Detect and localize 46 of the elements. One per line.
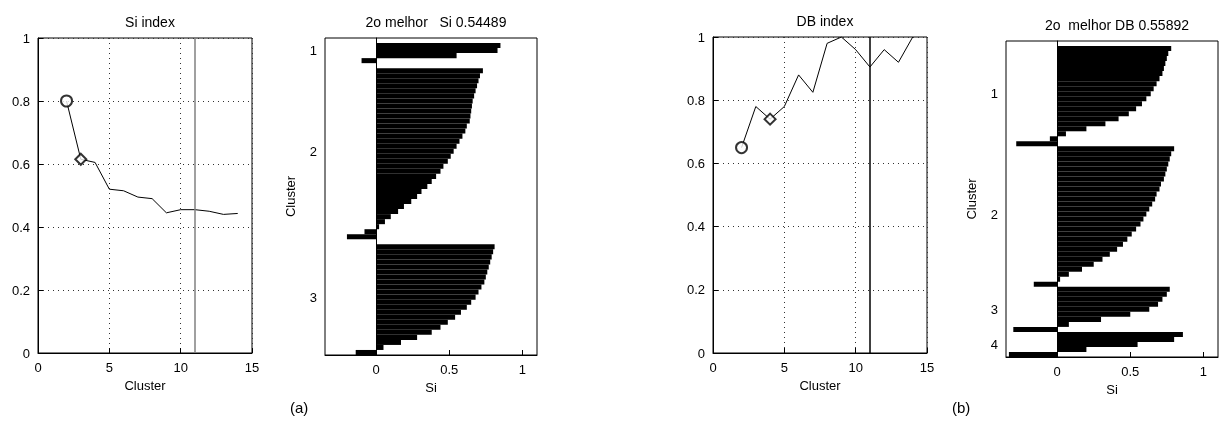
y-tick-label: 1	[309, 43, 317, 59]
y-tick-label: 0.2	[11, 282, 30, 298]
x-axis-title: Cluster	[799, 377, 842, 393]
x-tick-label: 0	[34, 360, 42, 375]
x-tick-label: 0.5	[440, 362, 459, 377]
x-tick-label: 5	[780, 360, 788, 375]
x-axis-title: Si	[425, 379, 437, 395]
x-tick-label: 15	[919, 360, 935, 375]
y-tick-label: 0.6	[686, 155, 705, 171]
y-tick-label: 0.4	[11, 219, 30, 235]
x-axis-title: Si	[1106, 381, 1118, 397]
chart-title: Si index	[125, 14, 175, 30]
y-tick-label: 1	[22, 30, 30, 46]
x-tick-label: 1	[518, 362, 526, 377]
y-tick-label: 1	[990, 86, 998, 102]
chart-title: DB index	[796, 13, 854, 29]
y-tick-label: 0.2	[686, 282, 705, 298]
text: (a)	[290, 399, 309, 416]
x-tick-label: 0	[709, 360, 717, 375]
x-axis-title: Cluster	[124, 377, 167, 393]
x-tick-label: 5	[105, 360, 113, 375]
y-tick-label: 0.8	[11, 93, 30, 109]
y-tick-label: 4	[990, 336, 998, 352]
bar	[376, 193, 418, 200]
chart-title: 2o melhor DB 0.55892	[1045, 17, 1190, 33]
y-axis-title: Cluster	[283, 175, 298, 218]
x-tick-label: 0	[372, 362, 380, 377]
y-tick-label: 0.8	[686, 92, 705, 108]
x-tick-label: 0	[1053, 364, 1061, 379]
y-tick-label: 0	[22, 345, 30, 361]
x-tick-label: 1	[1199, 364, 1207, 379]
x-tick-label: 0.5	[1121, 364, 1140, 379]
y-tick-label: 3	[309, 289, 317, 305]
y-axis-title: Cluster	[964, 177, 979, 220]
text: (b)	[952, 399, 971, 416]
y-tick-label: 3	[990, 301, 998, 317]
y-tick-label: 2	[309, 143, 317, 159]
y-tick-label: 0	[697, 345, 705, 361]
x-tick-label: 10	[848, 360, 863, 375]
chart-title: 2o melhor Si 0.54489	[365, 14, 507, 30]
y-tick-label: 0.6	[11, 156, 30, 172]
y-tick-label: 2	[990, 206, 998, 222]
x-tick-label: 10	[173, 360, 188, 375]
x-tick-label: 15	[244, 360, 260, 375]
y-tick-label: 0.4	[686, 219, 705, 235]
y-tick-label: 1	[697, 29, 705, 45]
